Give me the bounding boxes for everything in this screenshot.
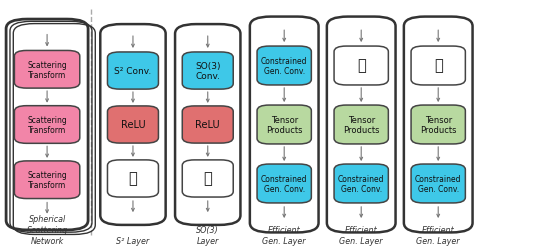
Text: ℐ: ℐ <box>129 172 137 186</box>
FancyBboxPatch shape <box>411 106 465 144</box>
Text: Constrained
Gen. Conv.: Constrained Gen. Conv. <box>415 174 461 194</box>
FancyBboxPatch shape <box>334 47 388 86</box>
Text: S² Conv.: S² Conv. <box>114 67 152 76</box>
Text: Constrained
Gen. Conv.: Constrained Gen. Conv. <box>261 174 307 194</box>
FancyBboxPatch shape <box>107 106 158 144</box>
Text: ℐ: ℐ <box>203 172 212 186</box>
FancyBboxPatch shape <box>182 106 233 144</box>
Text: S² Layer: S² Layer <box>116 236 150 245</box>
FancyBboxPatch shape <box>334 106 388 144</box>
FancyBboxPatch shape <box>411 47 465 86</box>
Text: Spherical
Scattering
Network: Spherical Scattering Network <box>27 214 68 245</box>
Text: Constrained
Gen. Conv.: Constrained Gen. Conv. <box>261 56 307 76</box>
FancyBboxPatch shape <box>257 164 311 203</box>
Text: ℐ: ℐ <box>434 59 443 73</box>
Text: ℐ: ℐ <box>357 59 366 73</box>
FancyBboxPatch shape <box>182 53 233 90</box>
FancyBboxPatch shape <box>14 51 80 89</box>
Text: SO(3)
Conv.: SO(3) Conv. <box>195 62 220 81</box>
Text: Scattering
Transform: Scattering Transform <box>27 115 67 135</box>
FancyBboxPatch shape <box>107 160 158 197</box>
FancyBboxPatch shape <box>257 106 311 144</box>
Text: ReLU: ReLU <box>196 120 220 130</box>
Text: ReLU: ReLU <box>121 120 145 130</box>
Text: Scattering
Transform: Scattering Transform <box>27 60 67 80</box>
Text: Scattering
Transform: Scattering Transform <box>27 170 67 190</box>
FancyBboxPatch shape <box>14 161 80 199</box>
FancyBboxPatch shape <box>411 164 465 203</box>
FancyBboxPatch shape <box>257 47 311 86</box>
Text: Tensor
Products: Tensor Products <box>343 115 379 135</box>
FancyBboxPatch shape <box>334 164 388 203</box>
Text: SO(3)
Layer: SO(3) Layer <box>196 225 219 245</box>
FancyBboxPatch shape <box>182 160 233 197</box>
Text: Constrained
Gen. Conv.: Constrained Gen. Conv. <box>338 174 384 194</box>
Text: Tensor
Products: Tensor Products <box>266 115 302 135</box>
Text: Efficient
Gen. Layer: Efficient Gen. Layer <box>340 225 383 245</box>
Text: Efficient
Gen. Layer: Efficient Gen. Layer <box>263 225 306 245</box>
FancyBboxPatch shape <box>14 106 80 144</box>
Text: Tensor
Products: Tensor Products <box>420 115 456 135</box>
FancyBboxPatch shape <box>107 53 158 90</box>
Text: Efficient
Gen. Layer: Efficient Gen. Layer <box>417 225 460 245</box>
